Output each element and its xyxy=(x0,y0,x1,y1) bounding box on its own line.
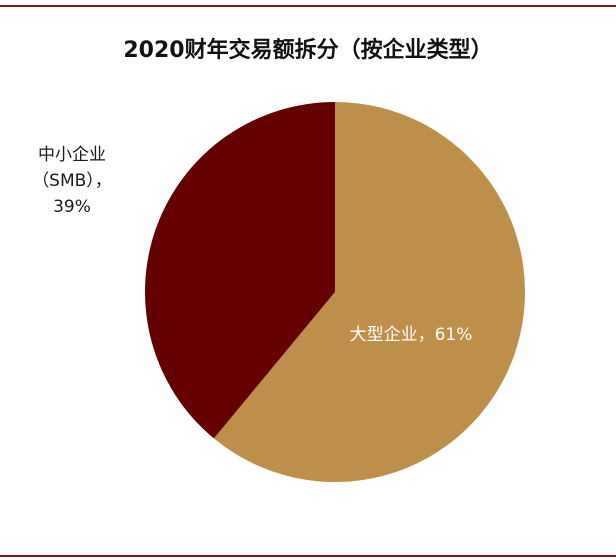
chart-title: 2020财年交易额拆分（按企业类型） xyxy=(123,38,493,63)
slice-label-1-line-2: 39% xyxy=(53,197,91,217)
pie-slices xyxy=(145,102,525,482)
slice-label-1: 中小企业 （SMB）， 39% xyxy=(32,145,112,217)
top-rule xyxy=(0,5,616,7)
bottom-rule xyxy=(0,555,616,557)
pie-slice-1 xyxy=(145,102,335,439)
pie-labels: 大型企业，61% 中小企业 （SMB）， 39% xyxy=(32,145,472,345)
pie-slice-0 xyxy=(213,102,525,482)
slice-label-1-line-1: （SMB）， xyxy=(32,171,112,191)
slice-label-1-line-0: 中小企业 xyxy=(38,145,106,165)
slice-label-0: 大型企业，61% xyxy=(350,325,473,345)
